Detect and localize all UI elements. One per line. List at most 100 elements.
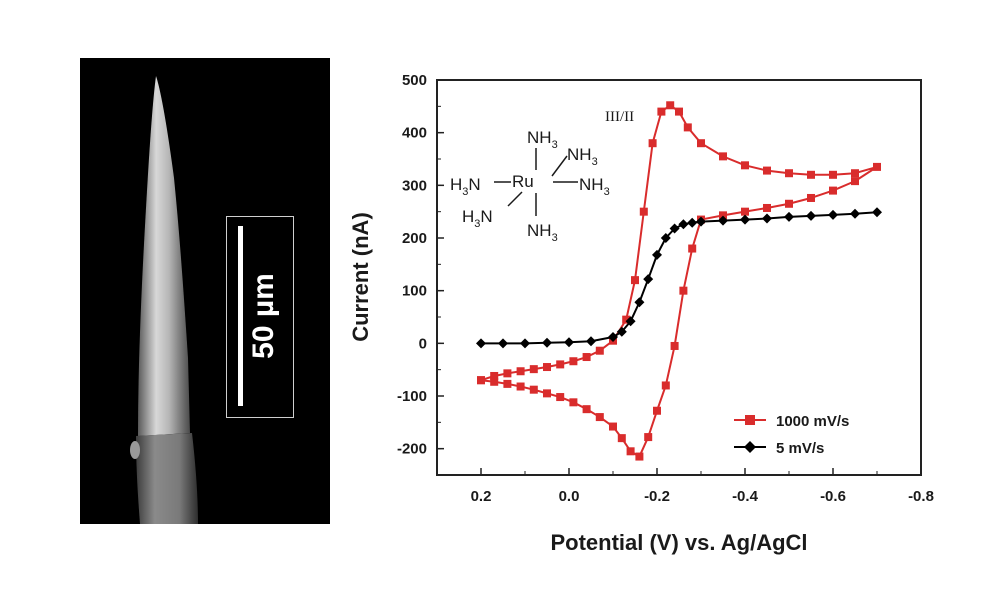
data-point-1 — [850, 208, 860, 219]
data-point-1 — [634, 297, 645, 308]
ligand-upper-right: NH3 — [567, 145, 598, 168]
data-point-0 — [529, 365, 538, 374]
data-point-0 — [626, 447, 635, 456]
ligand-top: NH3 — [527, 128, 558, 151]
svg-text:5 mV/s: 5 mV/s — [776, 440, 824, 457]
y-tick-label: 500 — [402, 72, 427, 89]
scale-bar — [238, 226, 243, 406]
data-point-1 — [740, 214, 750, 225]
data-point-0 — [785, 199, 793, 208]
data-point-0 — [609, 422, 617, 431]
y-tick-label: 0 — [419, 335, 427, 352]
data-point-0 — [873, 162, 881, 171]
data-point-0 — [490, 377, 499, 386]
redox-couple-label: III/II — [605, 109, 634, 125]
data-point-1 — [616, 326, 627, 337]
data-point-0 — [543, 389, 551, 398]
data-point-0 — [648, 139, 657, 148]
ligand-right: NH3 — [579, 175, 610, 198]
data-point-0 — [556, 360, 565, 369]
data-point-0 — [644, 433, 653, 442]
data-point-0 — [617, 434, 626, 443]
metal-center: Ru — [512, 172, 534, 191]
data-point-1 — [872, 207, 882, 218]
data-point-1 — [806, 210, 816, 221]
data-point-0 — [569, 398, 578, 407]
data-point-0 — [683, 123, 692, 132]
series-line-0 — [480, 104, 878, 458]
data-point-1 — [828, 209, 838, 220]
data-point-0 — [741, 207, 749, 216]
data-point-0 — [719, 152, 727, 161]
data-point-0 — [556, 393, 565, 402]
y-tick-label: 100 — [402, 283, 427, 300]
data-point-0 — [785, 169, 793, 178]
ligand-left: H3N — [450, 175, 481, 198]
data-point-1 — [625, 316, 636, 327]
data-point-1 — [696, 216, 706, 227]
data-point-1 — [687, 217, 698, 228]
data-point-0 — [829, 170, 837, 179]
y-axis-title: Current (nA) — [348, 212, 373, 342]
data-point-0 — [829, 186, 837, 195]
y-tick-label: -200 — [397, 441, 427, 458]
data-point-0 — [807, 170, 815, 179]
data-point-0 — [851, 177, 859, 186]
data-point-0 — [688, 244, 697, 253]
data-point-0 — [679, 286, 688, 295]
data-point-0 — [653, 406, 661, 415]
data-point-0 — [582, 353, 591, 362]
data-point-1 — [669, 223, 680, 234]
y-tick-label: -100 — [397, 388, 427, 405]
data-point-0 — [543, 363, 551, 372]
data-point-0 — [670, 341, 679, 350]
sem-image — [130, 76, 198, 524]
data-point-0 — [490, 371, 499, 380]
x-tick-label: 0.0 — [559, 488, 580, 505]
data-point-0 — [516, 382, 525, 391]
data-point-0 — [503, 379, 512, 388]
data-point-0 — [595, 346, 604, 355]
data-point-0 — [697, 139, 705, 148]
data-point-0 — [657, 107, 666, 116]
data-point-0 — [719, 211, 727, 220]
data-point-0 — [639, 207, 648, 216]
data-point-1 — [784, 211, 794, 222]
data-point-1 — [718, 215, 728, 226]
data-point-0 — [741, 161, 749, 170]
y-tick-label: 300 — [402, 177, 427, 194]
legend: 1000 mV/s 5 mV/s — [734, 413, 849, 457]
data-point-1 — [660, 233, 671, 243]
data-point-1 — [586, 336, 596, 347]
data-point-0 — [503, 369, 512, 378]
data-point-1 — [498, 338, 508, 349]
data-point-1 — [476, 338, 486, 349]
y-tick-label: 200 — [402, 230, 427, 247]
data-point-0 — [595, 413, 604, 422]
svg-text:1000 mV/s: 1000 mV/s — [776, 413, 849, 430]
data-point-1 — [643, 274, 654, 285]
data-point-0 — [529, 385, 538, 394]
data-point-0 — [582, 405, 591, 414]
data-point-1 — [678, 219, 689, 230]
data-point-0 — [675, 107, 683, 116]
data-point-0 — [477, 376, 485, 385]
data-point-1 — [564, 337, 574, 348]
x-tick-label: -0.6 — [820, 488, 846, 505]
ligand-lower-left: H3N — [462, 207, 493, 230]
y-tick-label: 400 — [402, 125, 427, 142]
pipette-tip — [138, 76, 190, 436]
legend-item-5: 5 mV/s — [734, 440, 824, 457]
data-point-1 — [520, 338, 530, 349]
ru-hexaammine-structure: NH3 NH3 H3N Ru NH3 H3N NH3 — [450, 128, 610, 244]
data-point-1 — [608, 332, 618, 343]
data-point-0 — [666, 101, 675, 110]
data-point-0 — [569, 357, 578, 366]
data-point-0 — [807, 193, 815, 202]
data-point-0 — [763, 166, 771, 175]
data-point-0 — [851, 169, 859, 178]
data-point-0 — [661, 381, 670, 390]
ligand-bottom: NH3 — [527, 221, 558, 244]
